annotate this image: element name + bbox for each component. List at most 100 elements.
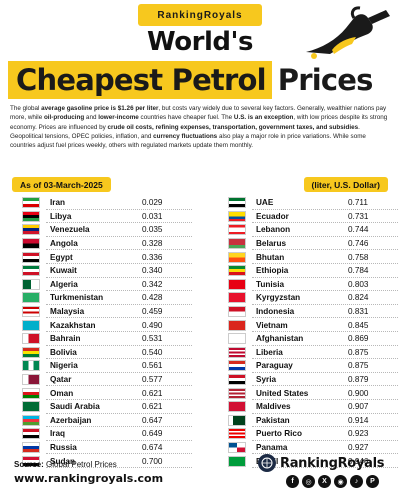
country-flag-icon xyxy=(228,401,246,413)
country-price: 0.490 xyxy=(142,320,163,330)
country-price: 0.831 xyxy=(348,307,369,317)
price-row: Liberia 0.875 xyxy=(228,346,398,360)
country-name: Tunisia xyxy=(256,279,285,289)
price-row: Kyrgyzstan 0.824 xyxy=(228,291,398,305)
title-highlight: Cheapest Petrol xyxy=(8,61,272,99)
price-list-right: UAE 0.711 Ecuador 0.731 Lebanon 0.744 Belarus 0… xyxy=(228,196,398,468)
price-row: Tunisia 0.803 xyxy=(228,278,398,292)
country-price: 0.336 xyxy=(142,252,163,262)
country-flag-icon xyxy=(228,224,246,236)
country-price: 0.731 xyxy=(348,211,369,221)
facebook-icon[interactable]: f xyxy=(286,475,299,488)
country-flag-icon xyxy=(22,333,40,345)
price-row: Bahrain 0.531 xyxy=(22,332,192,346)
price-list-left: Iran 0.029 Libya 0.031 Venezuela 0.035 Angola 0… xyxy=(22,196,192,468)
country-flag-icon xyxy=(228,265,246,277)
country-name: Egypt xyxy=(50,252,73,262)
price-row: UAE 0.711 xyxy=(228,196,398,210)
country-name: Angola xyxy=(50,239,78,249)
country-price: 0.784 xyxy=(348,266,369,276)
country-name: Venezuela xyxy=(50,225,90,235)
price-row: Ecuador 0.731 xyxy=(228,210,398,224)
country-price: 0.923 xyxy=(348,429,369,439)
country-name: Azerbaijan xyxy=(50,415,92,425)
country-flag-icon xyxy=(22,360,40,372)
country-name: Nigeria xyxy=(50,361,78,371)
price-row: Puerto Rico 0.923 xyxy=(228,427,398,441)
brand-tag: RankingRoyals xyxy=(138,4,262,26)
country-flag-icon xyxy=(22,455,40,467)
country-flag-icon xyxy=(228,360,246,372)
country-name: Algeria xyxy=(50,279,78,289)
country-flag-icon xyxy=(22,387,40,399)
price-row: Algeria 0.342 xyxy=(22,278,192,292)
country-price: 0.342 xyxy=(142,279,163,289)
price-row: Angola 0.328 xyxy=(22,237,192,251)
price-row: Nigeria 0.561 xyxy=(22,359,192,373)
country-price: 0.914 xyxy=(348,415,369,425)
country-name: Indonesia xyxy=(256,307,295,317)
country-flag-icon xyxy=(228,319,246,331)
country-price: 0.869 xyxy=(348,334,369,344)
country-flag-icon xyxy=(228,333,246,345)
country-name: Bahrain xyxy=(50,334,81,344)
intro-paragraph: The global average gasoline price is $1.… xyxy=(10,105,388,150)
country-price: 0.340 xyxy=(142,266,163,276)
country-price: 0.845 xyxy=(348,320,369,330)
country-price: 0.531 xyxy=(142,334,163,344)
country-price: 0.879 xyxy=(348,375,369,385)
price-row: Panama 0.927 xyxy=(228,441,398,455)
country-flag-icon xyxy=(228,387,246,399)
country-price: 0.031 xyxy=(142,211,163,221)
country-price: 0.746 xyxy=(348,239,369,249)
country-price: 0.900 xyxy=(348,388,369,398)
country-name: Panama xyxy=(256,442,288,452)
country-flag-icon xyxy=(228,278,246,290)
country-price: 0.946 xyxy=(348,456,369,466)
website-url[interactable]: www.rankingroyals.com xyxy=(14,472,164,485)
price-row: Qatar 0.577 xyxy=(22,373,192,387)
threads-icon[interactable]: ◉ xyxy=(334,475,347,488)
country-flag-icon xyxy=(228,346,246,358)
country-name: Puerto Rico xyxy=(256,429,302,439)
social-links: f ◎ X ◉ ♪ P xyxy=(286,475,379,488)
country-name: Kazakhstan xyxy=(50,320,96,330)
country-flag-icon xyxy=(22,306,40,318)
country-flag-icon xyxy=(22,374,40,386)
country-name: Lebanon xyxy=(256,225,291,235)
price-row: Libya 0.031 xyxy=(22,210,192,224)
country-name: Vietnam xyxy=(256,320,288,330)
country-name: Belarus xyxy=(256,239,287,249)
date-label: As of 03-March-2025 xyxy=(12,177,111,192)
country-price: 0.428 xyxy=(142,293,163,303)
pinterest-icon[interactable]: P xyxy=(366,475,379,488)
country-name: Bolivia xyxy=(50,347,77,357)
country-name: United States xyxy=(256,388,309,398)
title-rest: Prices xyxy=(277,63,374,97)
price-row: Ethiopia 0.784 xyxy=(228,264,398,278)
country-price: 0.875 xyxy=(348,347,369,357)
country-name: Bhutan xyxy=(256,252,285,262)
country-name: Oman xyxy=(50,388,74,398)
country-flag-icon xyxy=(228,197,246,209)
country-price: 0.758 xyxy=(348,252,369,262)
tiktok-icon[interactable]: ♪ xyxy=(350,475,363,488)
country-price: 0.029 xyxy=(142,198,163,208)
country-name: Russia xyxy=(50,442,77,452)
country-flag-icon xyxy=(228,306,246,318)
price-row: Kuwait 0.340 xyxy=(22,264,192,278)
country-price: 0.907 xyxy=(348,402,369,412)
price-row: Afghanistan 0.869 xyxy=(228,332,398,346)
country-name: Syria xyxy=(256,375,277,385)
country-price: 0.621 xyxy=(142,388,163,398)
x-icon[interactable]: X xyxy=(318,475,331,488)
unit-label: (liter, U.S. Dollar) xyxy=(303,177,388,192)
instagram-icon[interactable]: ◎ xyxy=(302,475,315,488)
country-flag-icon xyxy=(22,251,40,263)
price-row: Bhutan 0.758 xyxy=(228,250,398,264)
price-row: Pakistan 0.914 xyxy=(228,414,398,428)
country-price: 0.649 xyxy=(142,429,163,439)
country-flag-icon xyxy=(228,292,246,304)
price-row: Sudan 0.700 xyxy=(22,454,192,468)
price-row: Oman 0.621 xyxy=(22,386,192,400)
